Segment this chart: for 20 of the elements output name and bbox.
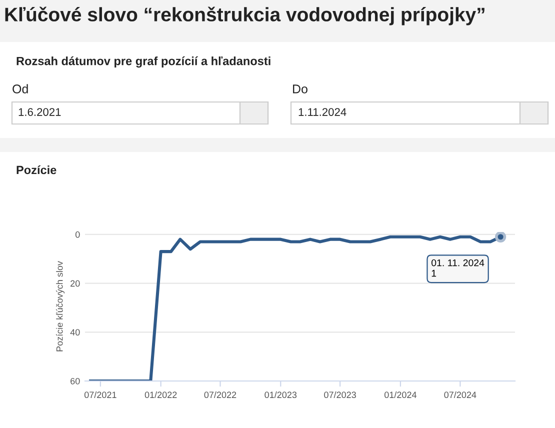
y-tick-label: 0: [75, 231, 80, 238]
x-tick-label: 01/2022: [144, 391, 177, 398]
x-tick-label: 07/2024: [444, 391, 476, 398]
x-tick-label: 01/2023: [264, 391, 297, 398]
y-tick-label: 40: [70, 329, 80, 336]
y-axis-title: Pozície kľúčových slov: [56, 261, 65, 352]
x-tick-label: 07/2023: [324, 391, 356, 398]
text: Od: [12, 84, 28, 94]
y-tick-label: 20: [70, 280, 80, 287]
x-tick-label: 07/2021: [84, 391, 116, 398]
chart-title: Kľúčové slovo “rekonštrukcia vodovodnej prípojky”: [5, 6, 484, 26]
annotation: 01. 11. 2024 1: [431, 259, 484, 277]
text: Rozsah dátumov pre graf pozícií a hľadanosti: [16, 56, 270, 68]
chart-subtitle: Pozície: [16, 165, 56, 174]
y-tick-label: 60: [70, 378, 80, 384]
x-tick-label: 07/2022: [204, 391, 236, 398]
x-tick-label: 01/2024: [384, 391, 416, 398]
text: 1.11.2024: [298, 108, 346, 116]
text: Do: [293, 84, 308, 94]
text: 1.6.2021: [18, 108, 61, 116]
